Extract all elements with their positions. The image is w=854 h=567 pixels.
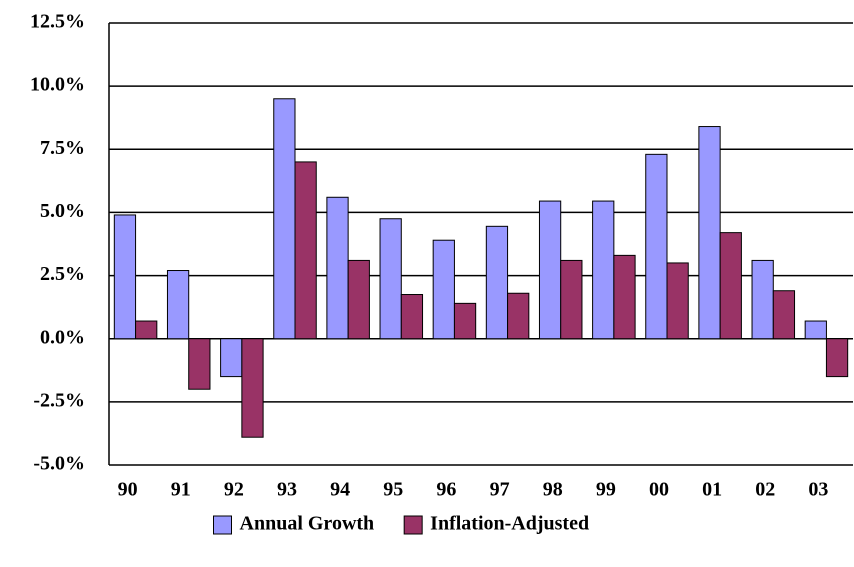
x-tick-label: 99 (596, 479, 616, 501)
x-tick-label: 98 (543, 479, 563, 501)
legend-label: Inflation-Adjusted (430, 513, 589, 535)
y-tick-label: 5.0% (40, 200, 85, 222)
bar (485, 225, 509, 340)
bar (273, 98, 296, 340)
y-tick-label: 0.0% (40, 326, 85, 348)
x-tick-label: 96 (436, 479, 456, 501)
x-tick-label: 00 (649, 479, 669, 501)
legend-swatch (213, 515, 232, 535)
bar (698, 126, 721, 340)
x-tick-label: 01 (702, 479, 722, 501)
bar (825, 338, 849, 378)
legend-swatch (403, 515, 423, 535)
x-tick-label: 91 (171, 479, 191, 501)
bar (326, 196, 349, 340)
bar (645, 153, 668, 340)
bar (613, 254, 636, 340)
bar (804, 320, 827, 340)
legend-label: Annual Growth (240, 513, 375, 535)
x-tick-label: 93 (277, 479, 297, 501)
bar (379, 218, 402, 340)
bar (666, 262, 689, 340)
bar (400, 294, 424, 340)
bar (751, 259, 774, 340)
x-tick-label: 02 (755, 479, 775, 501)
bar (772, 290, 796, 340)
bar (719, 232, 742, 340)
y-tick-label: -5.0% (33, 453, 85, 475)
bar (432, 239, 455, 340)
bar (560, 259, 583, 340)
bar (347, 259, 370, 340)
x-tick-label: 90 (118, 479, 138, 501)
y-tick-label: 2.5% (40, 263, 85, 285)
y-tick-label: -2.5% (33, 389, 85, 411)
bar (166, 270, 190, 340)
bar (592, 200, 615, 340)
bar (507, 292, 530, 340)
bar (135, 320, 158, 340)
y-tick-label: 7.5% (40, 137, 85, 159)
y-tick-label: 10.0% (30, 74, 85, 96)
bar (113, 214, 137, 340)
bar (453, 302, 477, 340)
bar (188, 338, 211, 390)
bar (241, 338, 264, 438)
x-tick-label: 03 (808, 479, 828, 501)
x-tick-label: 97 (490, 479, 510, 501)
x-tick-label: 95 (383, 479, 403, 501)
x-tick-label: 92 (224, 479, 244, 501)
bar (220, 338, 243, 378)
bar (294, 161, 317, 340)
x-tick-label: 94 (330, 479, 350, 501)
bar (538, 200, 562, 340)
y-tick-label: 12.5% (30, 11, 85, 33)
